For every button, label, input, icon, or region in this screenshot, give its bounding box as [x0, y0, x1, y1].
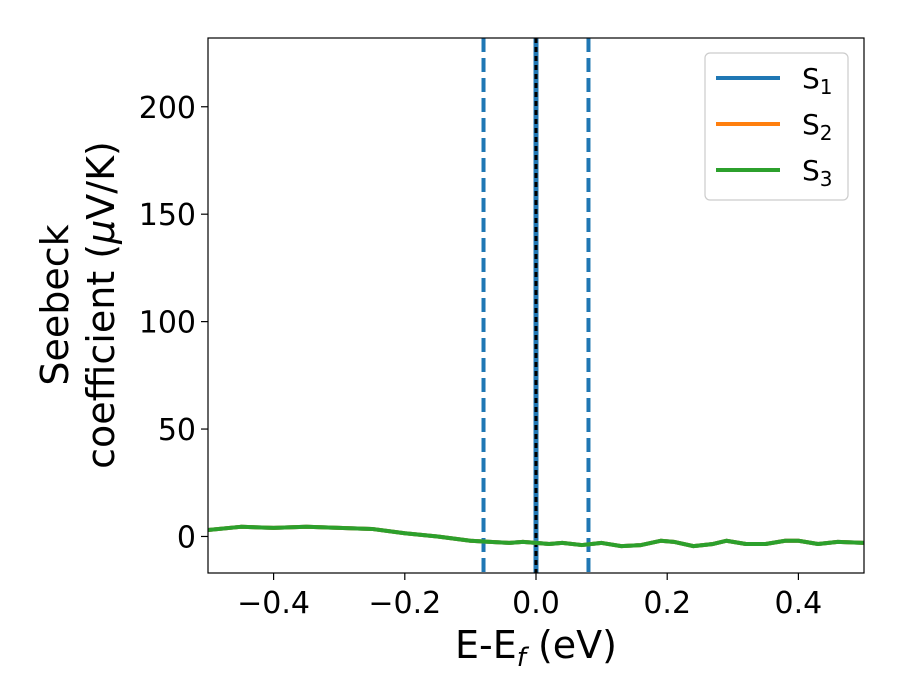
- y-axis-label-line1: Seebeck: [33, 224, 77, 385]
- legend-label-3: S3: [802, 154, 833, 191]
- y-tick-label: 150: [139, 198, 196, 233]
- x-axis: −0.4 −0.2 0.0 0.2 0.4: [237, 573, 822, 621]
- y-tick-label: 0: [177, 520, 196, 555]
- y-tick-label: 50: [158, 413, 196, 448]
- x-tick-label: −0.2: [368, 586, 441, 621]
- legend-label-2: S2: [802, 108, 833, 145]
- x-tick-label: 0.0: [512, 586, 560, 621]
- y-axis-label: Seebeck coefficient (μV/K): [33, 141, 123, 469]
- legend-label-1: S1: [802, 62, 833, 99]
- y-tick-label: 100: [139, 306, 196, 341]
- y-axis: 0 50 100 150 200: [139, 91, 208, 555]
- x-axis-label-unit: (eV): [526, 623, 617, 667]
- legend-box: [704, 52, 849, 201]
- x-tick-label: 0.2: [643, 586, 691, 621]
- x-axis-label-main: E-E: [455, 623, 517, 667]
- y-tick-label: 200: [139, 91, 196, 126]
- legend: S1 S2 S3: [704, 52, 849, 201]
- x-axis-label: E-Ef (eV): [455, 623, 617, 673]
- x-tick-label: −0.4: [237, 586, 310, 621]
- y-axis-label-line2: coefficient (μV/K): [79, 141, 123, 469]
- series-line-3: [208, 524, 864, 549]
- x-tick-label: 0.4: [775, 586, 823, 621]
- plot-marks: [208, 38, 864, 573]
